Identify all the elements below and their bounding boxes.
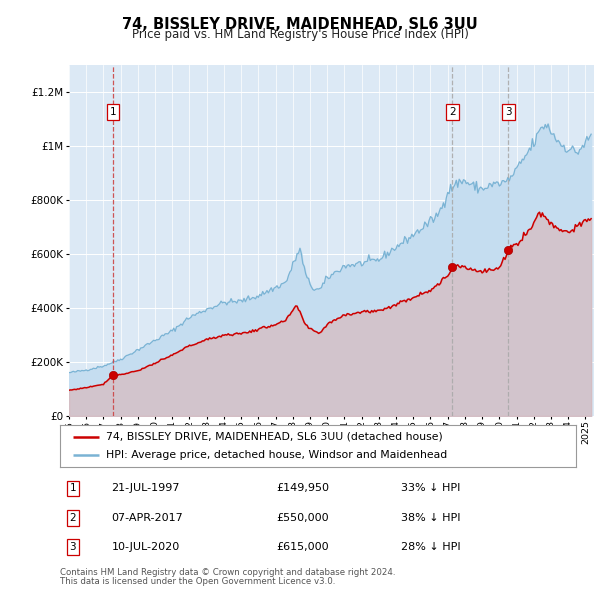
Text: 2: 2 bbox=[449, 107, 455, 117]
Text: 3: 3 bbox=[505, 107, 512, 117]
Text: £615,000: £615,000 bbox=[277, 542, 329, 552]
Text: 2: 2 bbox=[70, 513, 76, 523]
Text: 3: 3 bbox=[70, 542, 76, 552]
Text: Price paid vs. HM Land Registry's House Price Index (HPI): Price paid vs. HM Land Registry's House … bbox=[131, 28, 469, 41]
Text: £550,000: £550,000 bbox=[277, 513, 329, 523]
Text: 07-APR-2017: 07-APR-2017 bbox=[112, 513, 184, 523]
Text: 74, BISSLEY DRIVE, MAIDENHEAD, SL6 3UU: 74, BISSLEY DRIVE, MAIDENHEAD, SL6 3UU bbox=[122, 17, 478, 31]
Text: £149,950: £149,950 bbox=[277, 483, 330, 493]
Text: This data is licensed under the Open Government Licence v3.0.: This data is licensed under the Open Gov… bbox=[60, 577, 335, 586]
Text: 74, BISSLEY DRIVE, MAIDENHEAD, SL6 3UU (detached house): 74, BISSLEY DRIVE, MAIDENHEAD, SL6 3UU (… bbox=[106, 432, 443, 442]
Text: 38% ↓ HPI: 38% ↓ HPI bbox=[401, 513, 460, 523]
Text: 21-JUL-1997: 21-JUL-1997 bbox=[112, 483, 180, 493]
Text: HPI: Average price, detached house, Windsor and Maidenhead: HPI: Average price, detached house, Wind… bbox=[106, 450, 448, 460]
Text: 10-JUL-2020: 10-JUL-2020 bbox=[112, 542, 180, 552]
Text: 33% ↓ HPI: 33% ↓ HPI bbox=[401, 483, 460, 493]
Text: 1: 1 bbox=[110, 107, 116, 117]
Text: 1: 1 bbox=[70, 483, 76, 493]
Text: 28% ↓ HPI: 28% ↓ HPI bbox=[401, 542, 460, 552]
Text: Contains HM Land Registry data © Crown copyright and database right 2024.: Contains HM Land Registry data © Crown c… bbox=[60, 568, 395, 576]
